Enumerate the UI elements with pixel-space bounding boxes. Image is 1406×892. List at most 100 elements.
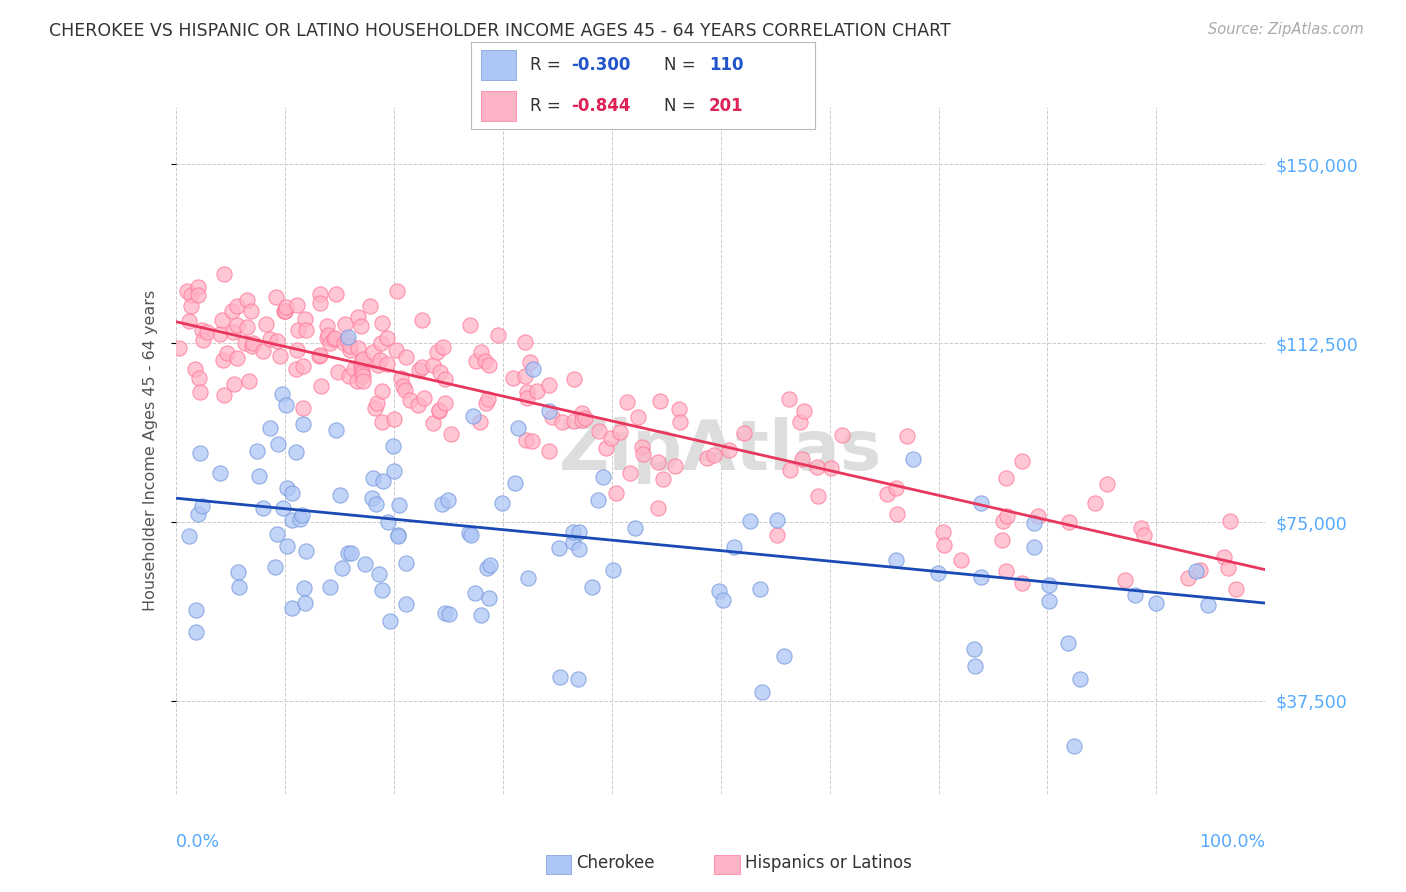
Point — [886, 507, 908, 521]
Point — [308, 349, 330, 363]
Point — [259, 332, 281, 346]
Point — [876, 487, 898, 501]
Point — [371, 316, 394, 330]
Point — [1130, 521, 1153, 535]
Point — [749, 582, 772, 597]
Text: R =: R = — [530, 55, 565, 74]
Point — [292, 401, 315, 415]
Point — [236, 293, 259, 307]
Point — [294, 323, 316, 337]
Point — [361, 470, 384, 484]
Text: Source: ZipAtlas.com: Source: ZipAtlas.com — [1208, 22, 1364, 37]
Point — [212, 387, 235, 401]
Point — [254, 317, 277, 331]
Point — [537, 443, 560, 458]
Point — [538, 378, 561, 392]
Point — [522, 434, 544, 449]
Point — [1095, 477, 1118, 491]
Point — [270, 387, 292, 401]
Point — [285, 445, 308, 459]
Point — [647, 455, 669, 469]
Point — [359, 299, 381, 313]
Point — [491, 496, 513, 510]
Point — [363, 344, 385, 359]
Point — [316, 328, 339, 343]
Point — [1011, 454, 1033, 468]
Point — [789, 416, 811, 430]
Point — [411, 313, 433, 327]
Point — [970, 496, 993, 510]
Point — [352, 374, 374, 388]
Point — [624, 521, 647, 535]
Point — [319, 580, 342, 594]
Point — [995, 471, 1018, 485]
Point — [1026, 508, 1049, 523]
Point — [370, 335, 392, 350]
Point — [970, 570, 993, 584]
Text: 0.0%: 0.0% — [176, 833, 219, 851]
Point — [432, 497, 454, 511]
Point — [208, 327, 231, 342]
Point — [290, 512, 312, 526]
Point — [506, 421, 529, 435]
Point — [433, 607, 456, 621]
Point — [581, 580, 603, 594]
Point — [242, 336, 264, 351]
Point — [319, 336, 342, 351]
Point — [187, 288, 209, 302]
Point — [668, 415, 690, 429]
Point — [316, 319, 339, 334]
Point — [505, 475, 527, 490]
Point — [395, 556, 418, 570]
Point — [354, 557, 377, 571]
Point — [267, 437, 290, 451]
Point — [790, 452, 813, 467]
Point — [225, 318, 247, 332]
Point — [221, 304, 243, 318]
Point — [188, 446, 211, 460]
Point — [1022, 516, 1045, 531]
Point — [1144, 597, 1167, 611]
Point — [522, 362, 544, 376]
Text: Cherokee: Cherokee — [576, 855, 655, 872]
Point — [238, 374, 260, 388]
Point — [212, 267, 235, 281]
Point — [294, 311, 316, 326]
Point — [387, 527, 409, 541]
Point — [285, 343, 308, 357]
Text: Hispanics or Latinos: Hispanics or Latinos — [745, 855, 912, 872]
Point — [366, 395, 388, 409]
Point — [179, 529, 201, 543]
Point — [668, 402, 690, 417]
Point — [274, 398, 297, 412]
Point — [406, 398, 429, 412]
Point — [367, 358, 389, 372]
Point — [486, 327, 509, 342]
Point — [395, 597, 418, 611]
Point — [408, 363, 430, 377]
Point — [209, 467, 232, 481]
Point — [461, 409, 484, 424]
Point — [426, 344, 449, 359]
Point — [292, 417, 315, 431]
Text: N =: N = — [664, 96, 700, 115]
Point — [474, 354, 496, 368]
Point — [548, 541, 571, 555]
Point — [1189, 562, 1212, 576]
Point — [602, 564, 624, 578]
Point — [619, 467, 641, 481]
Point — [339, 343, 361, 357]
Point — [240, 304, 263, 318]
Point — [217, 346, 239, 360]
Point — [711, 592, 734, 607]
Point — [371, 582, 394, 597]
Point — [571, 413, 593, 427]
Point — [361, 491, 384, 506]
Point — [226, 351, 249, 365]
Point — [276, 539, 298, 553]
Point — [1197, 599, 1219, 613]
Point — [478, 591, 501, 605]
FancyBboxPatch shape — [481, 50, 516, 79]
Point — [1059, 515, 1081, 529]
Point — [513, 369, 536, 384]
